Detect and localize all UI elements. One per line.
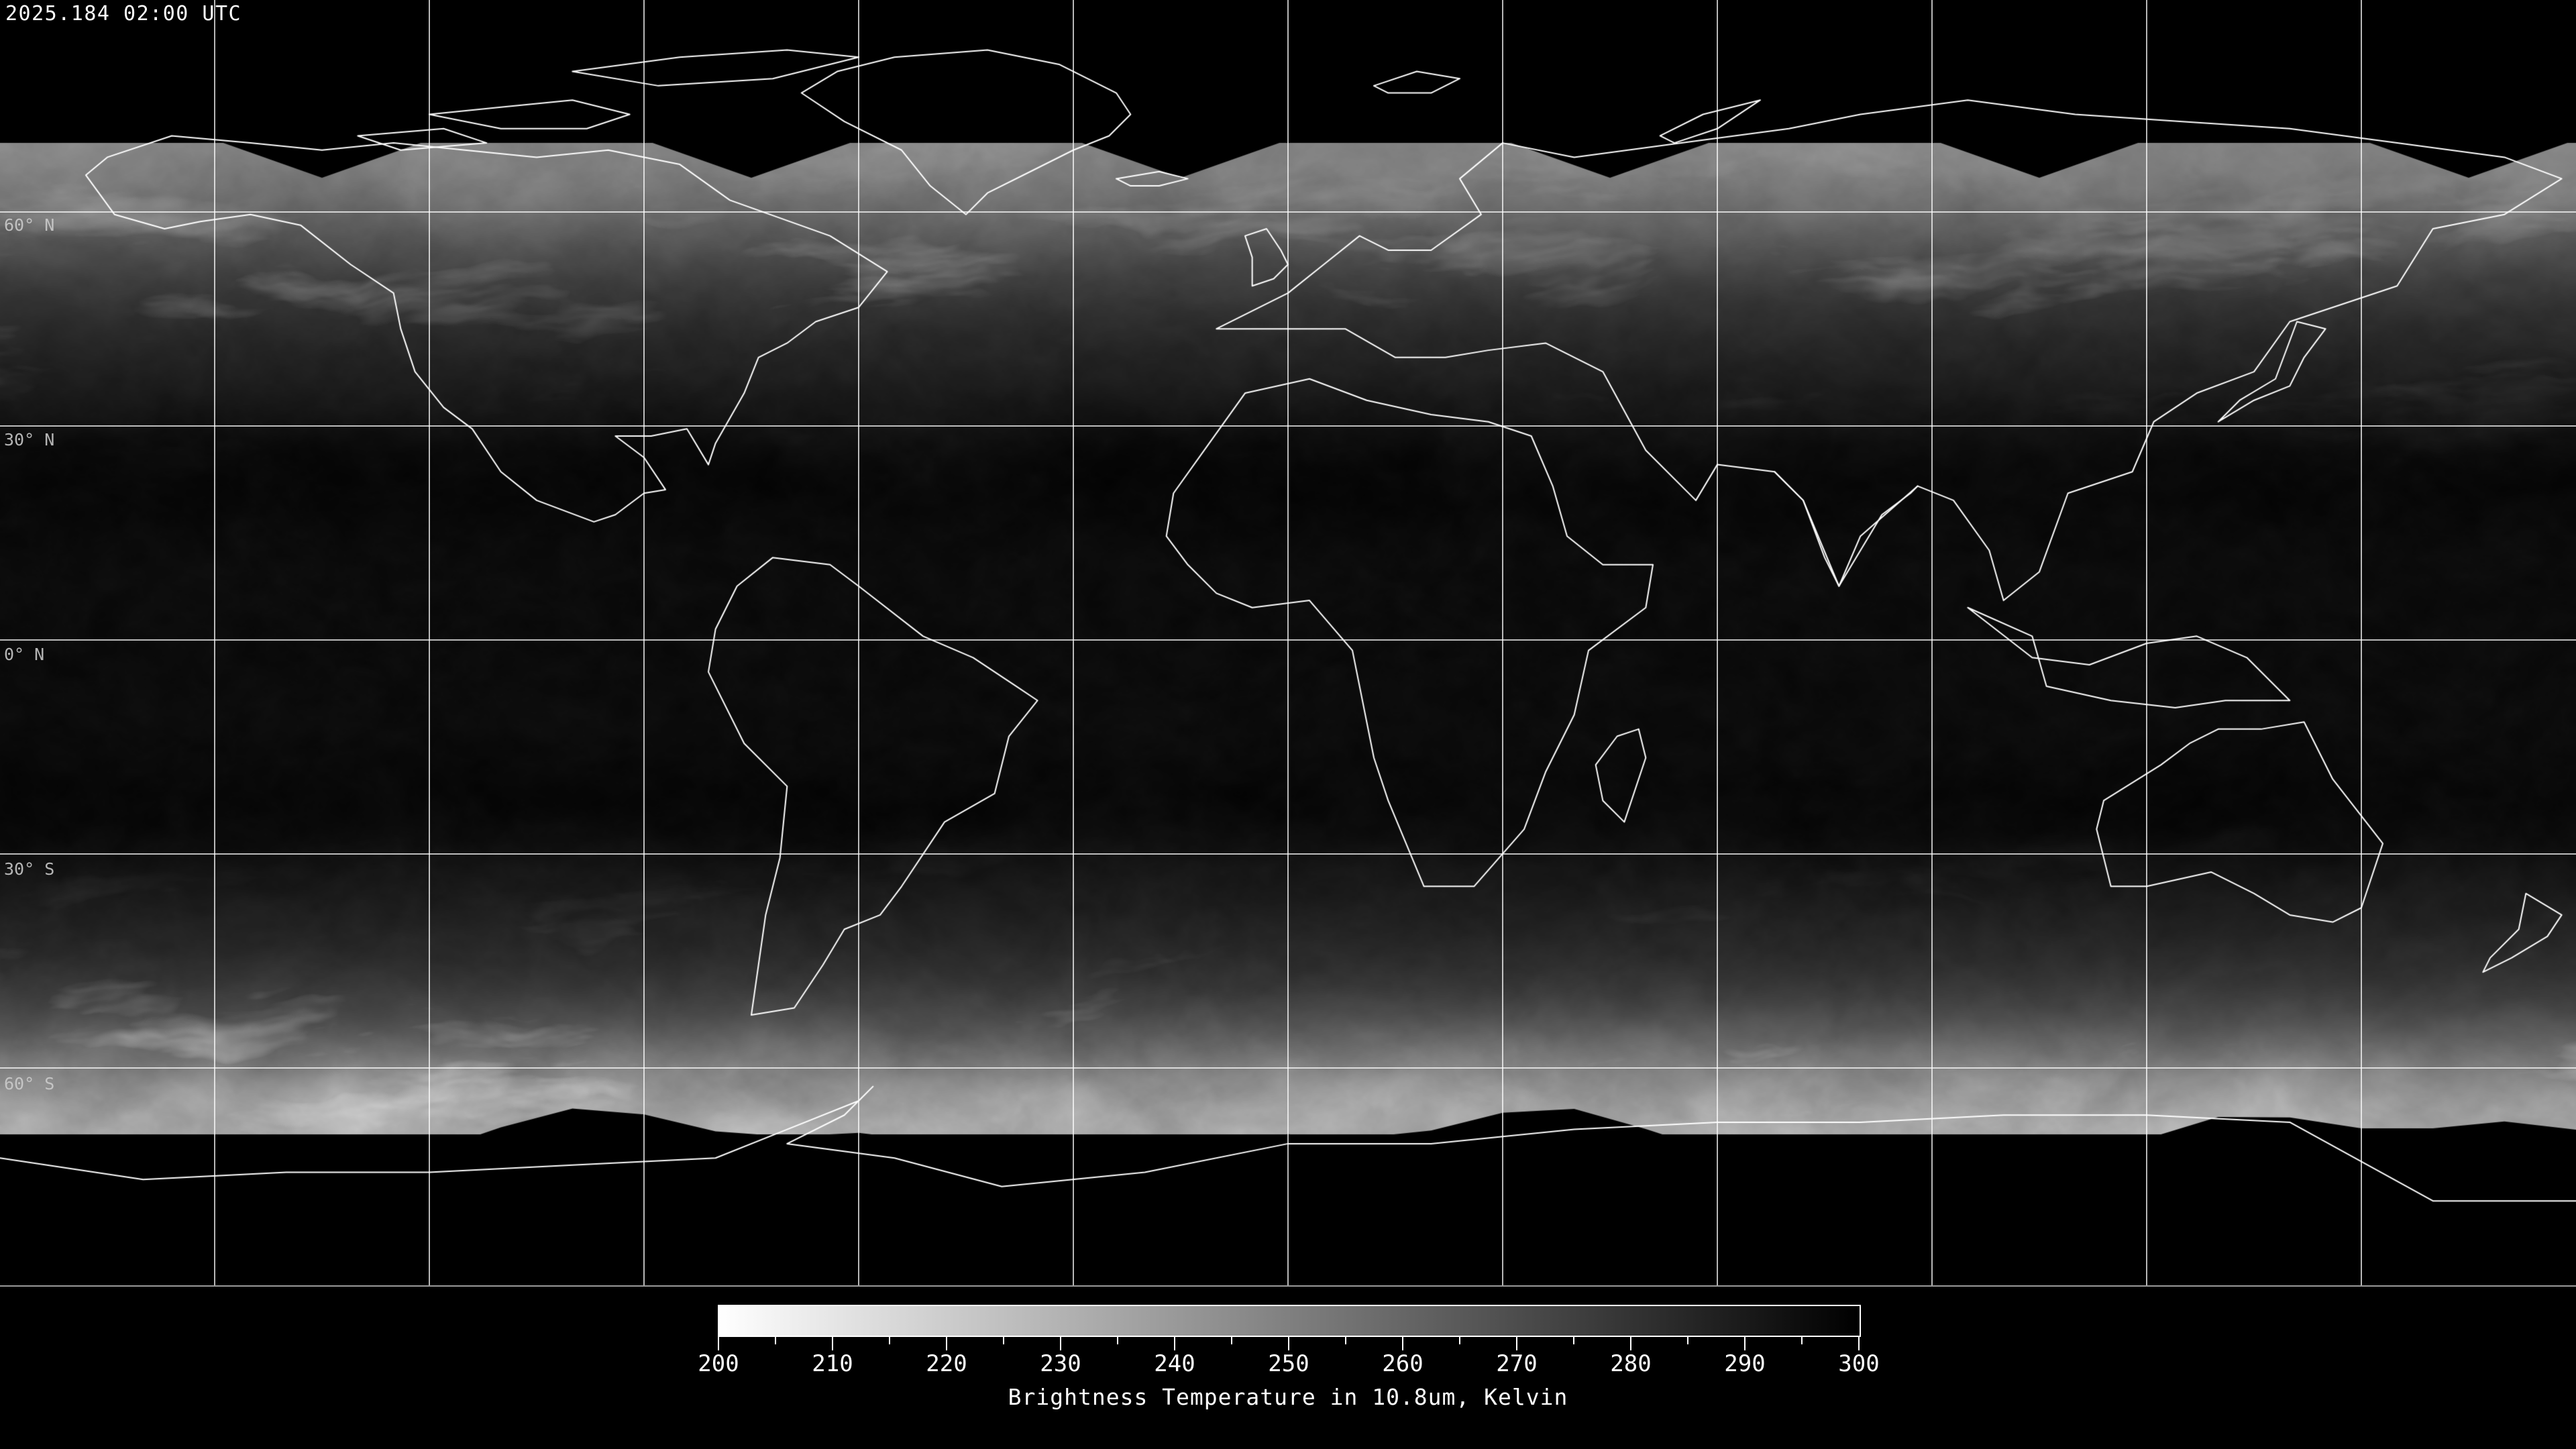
lat-label-30s: 30° S	[4, 859, 55, 879]
colorbar-block: 200 210 220 230 240 250 260 270 280 290 300 Bright…	[0, 1287, 2576, 1449]
map-bottom-rule	[0, 1285, 2576, 1287]
lat-label-30n: 30° N	[4, 430, 55, 449]
colorbar-tick-label: 260	[1382, 1350, 1424, 1377]
colorbar-minor-tick	[1003, 1337, 1004, 1344]
colorbar-major-tick	[1858, 1337, 1860, 1350]
colorbar-minor-tick	[1345, 1337, 1346, 1344]
colorbar-minor-tick	[1687, 1337, 1688, 1344]
colorbar-tick-label: 200	[698, 1350, 739, 1377]
lat-label-60s: 60° S	[4, 1074, 55, 1093]
colorbar-minor-tick	[889, 1337, 890, 1344]
colorbar-tick-label: 290	[1724, 1350, 1766, 1377]
lat-label-60n: 60° N	[4, 215, 55, 235]
colorbar-tick-label: 280	[1610, 1350, 1652, 1377]
colorbar-major-tick	[1174, 1337, 1175, 1350]
colorbar-major-tick	[1516, 1337, 1517, 1350]
ir-brightness-temperature-raster[interactable]	[0, 0, 2576, 1287]
colorbar-caption: Brightness Temperature in 10.8um, Kelvin	[1008, 1384, 1568, 1410]
colorbar-tick-label: 220	[926, 1350, 967, 1377]
colorbar-major-tick	[718, 1337, 719, 1350]
colorbar-major-tick	[946, 1337, 947, 1350]
colorbar-major-tick	[832, 1337, 833, 1350]
colorbar-minor-tick	[1801, 1337, 1803, 1344]
colorbar-gradient	[719, 1306, 1860, 1336]
lat-label-0: 0° N	[4, 645, 45, 664]
colorbar-minor-tick	[1231, 1337, 1232, 1344]
colorbar-tick-label: 230	[1040, 1350, 1081, 1377]
global-satellite-map[interactable]: 60° N 30° N 0° N 30° S 60° S 2025.184 02…	[0, 0, 2576, 1287]
colorbar-tick-label: 240	[1154, 1350, 1195, 1377]
colorbar[interactable]	[718, 1305, 1861, 1337]
colorbar-major-tick	[1402, 1337, 1403, 1350]
colorbar-minor-tick	[775, 1337, 776, 1344]
colorbar-major-tick	[1630, 1337, 1631, 1350]
colorbar-major-tick	[1288, 1337, 1289, 1350]
colorbar-tick-label: 270	[1496, 1350, 1538, 1377]
colorbar-major-tick	[1744, 1337, 1746, 1350]
colorbar-major-tick	[1060, 1337, 1061, 1350]
colorbar-minor-tick	[1459, 1337, 1460, 1344]
colorbar-tick-label: 300	[1838, 1350, 1880, 1377]
colorbar-minor-tick	[1117, 1337, 1118, 1344]
timestamp-label: 2025.184 02:00 UTC	[5, 2, 242, 25]
colorbar-minor-tick	[1573, 1337, 1574, 1344]
colorbar-tick-label: 210	[812, 1350, 853, 1377]
colorbar-tick-label: 250	[1268, 1350, 1309, 1377]
